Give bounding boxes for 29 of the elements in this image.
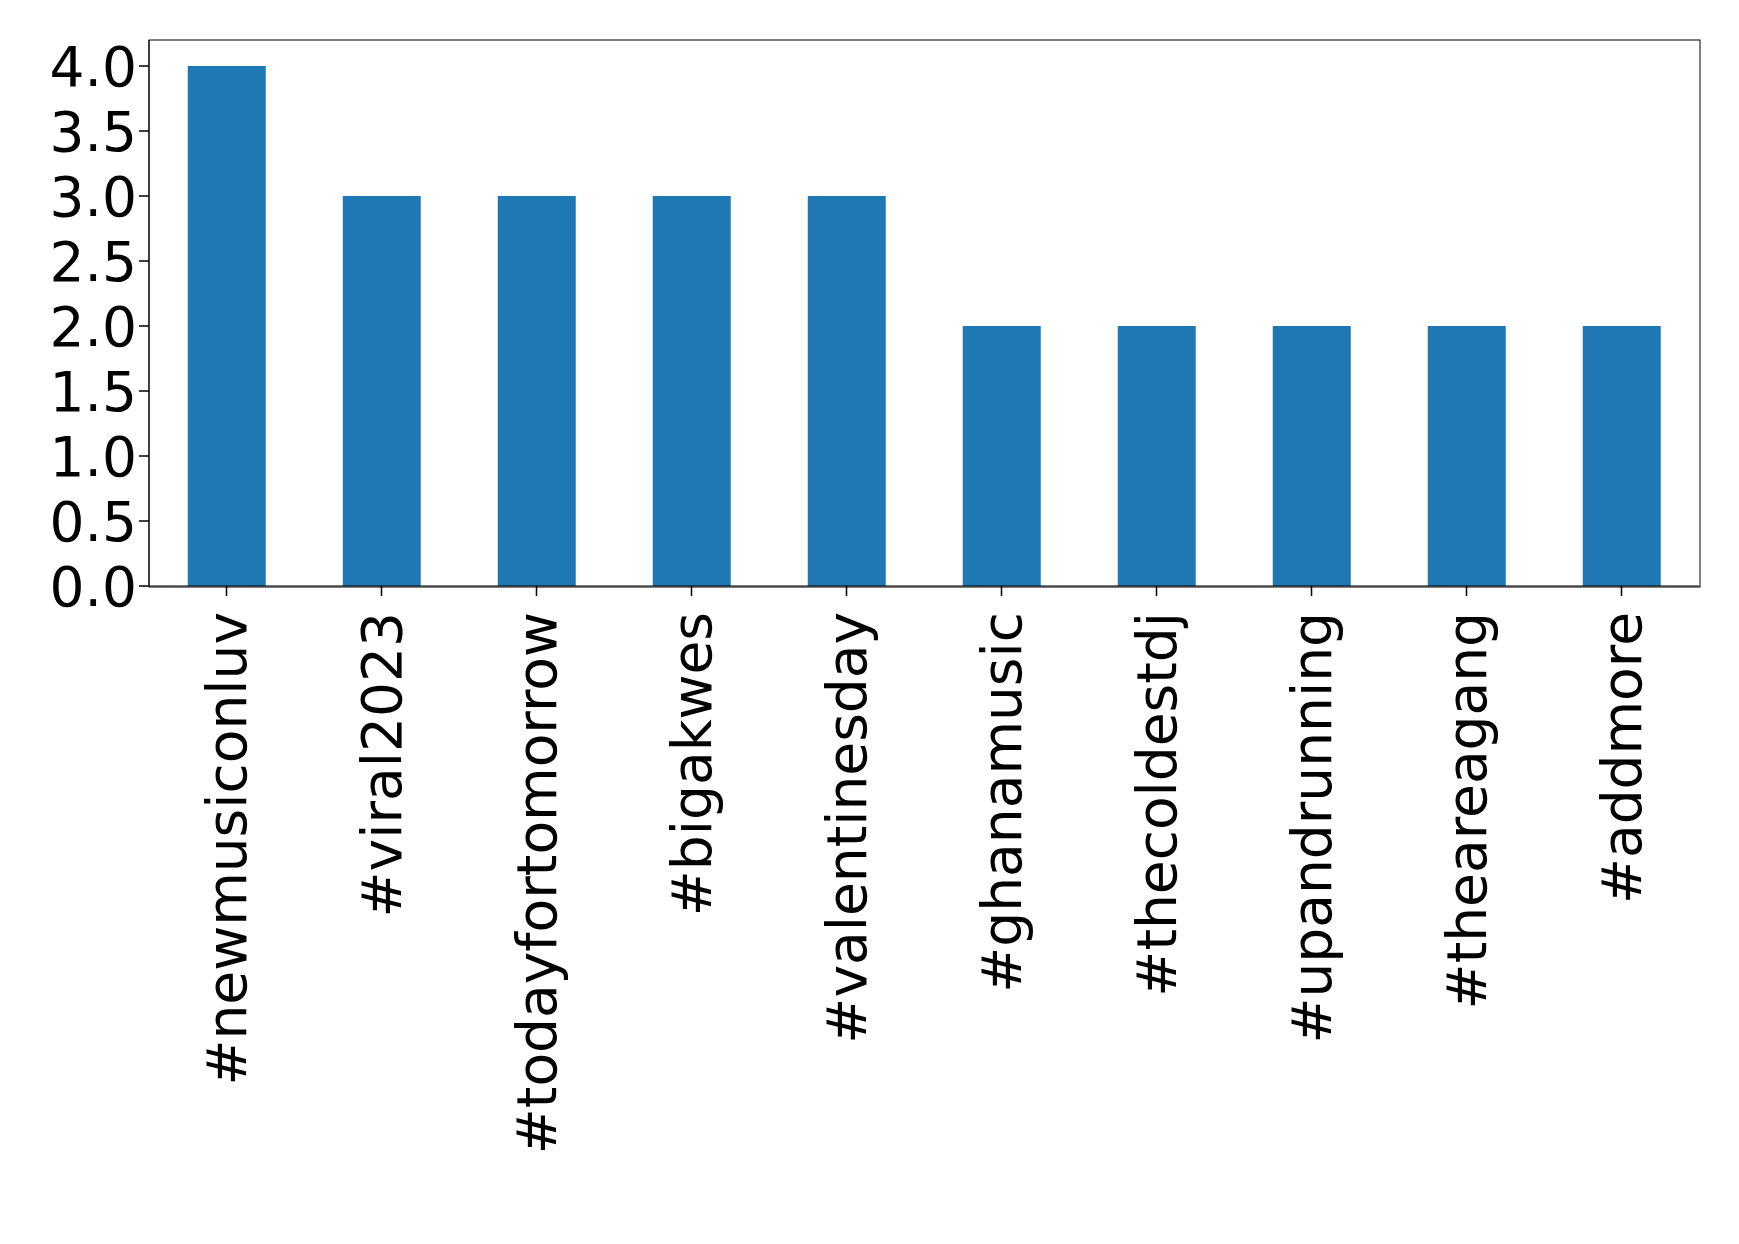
x-tick-label: #addmore <box>1589 612 1654 905</box>
x-tick-label: #newmusiconluv <box>194 612 259 1086</box>
y-tick-label: 0.0 <box>49 554 137 619</box>
bar <box>187 66 266 586</box>
y-tick-label: 0.5 <box>49 489 137 554</box>
x-tick-label: #ghanamusic <box>969 612 1034 993</box>
y-tick-label: 1.0 <box>49 424 137 489</box>
y-tick-label: 3.0 <box>49 164 137 229</box>
y-tick-label: 4.0 <box>49 34 137 99</box>
bar <box>342 196 421 586</box>
bar <box>807 196 886 586</box>
x-tick-label: #todayfortomorrow <box>504 612 569 1155</box>
bar <box>652 196 731 586</box>
x-tick-label: #thecoldestdj <box>1124 612 1189 997</box>
bar <box>1117 326 1196 586</box>
x-tick-label: #bigakwes <box>659 612 724 917</box>
y-tick-label: 2.0 <box>49 294 137 359</box>
y-tick-label: 2.5 <box>49 229 137 294</box>
bar <box>1272 326 1351 586</box>
bar <box>1582 326 1661 586</box>
x-tick-label: #valentinesday <box>814 612 879 1044</box>
x-tick-label: #upandrunning <box>1279 612 1344 1044</box>
x-tick-label: #theareagang <box>1434 612 1499 1010</box>
x-tick-label: #viral2023 <box>349 612 414 918</box>
bar <box>497 196 576 586</box>
y-tick-label: 3.5 <box>49 99 137 164</box>
y-tick-label: 1.5 <box>49 359 137 424</box>
bar <box>1427 326 1506 586</box>
bar <box>962 326 1041 586</box>
